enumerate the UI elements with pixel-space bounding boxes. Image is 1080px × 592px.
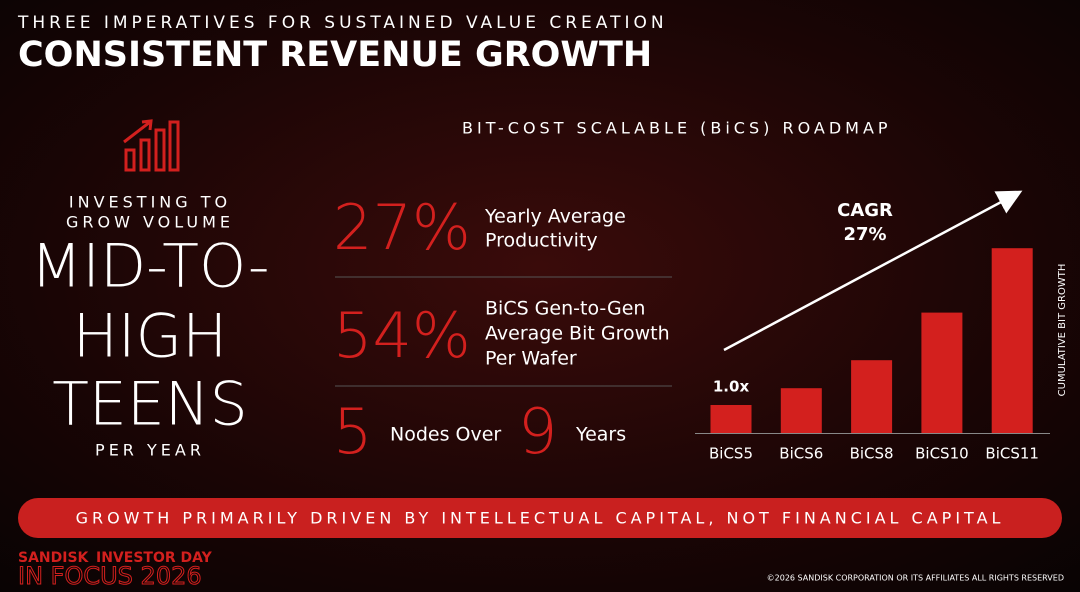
- banner-text: GROWTH PRIMARILY DRIVEN BY INTELLECTUAL …: [76, 509, 1005, 528]
- bar: [921, 312, 963, 433]
- growth-icon: [123, 119, 180, 172]
- bar: [851, 360, 893, 433]
- x-tick-label: BiCS6: [779, 445, 823, 463]
- bar: [780, 388, 822, 433]
- stat-text: Yearly Average: [484, 206, 626, 228]
- data-label: 1.0x: [713, 378, 750, 396]
- stat-text: BiCS Gen-to-Gen: [485, 298, 645, 320]
- roadmap-title: BIT-COST SCALABLE (BiCS) ROADMAP: [462, 119, 892, 138]
- event: INVESTOR DAY: [96, 550, 213, 566]
- x-tick-label: BiCS8: [850, 445, 894, 463]
- x-tick-label: BiCS5: [709, 445, 753, 463]
- stat-text: Productivity: [485, 230, 598, 252]
- years-count: 9: [518, 395, 557, 468]
- node-label: Nodes Over: [390, 424, 501, 446]
- lead: INVESTING TO: [69, 193, 231, 212]
- annotation: CAGR: [837, 200, 893, 221]
- stat-text: Average Bit Growth: [485, 323, 670, 345]
- y-axis-label: CUMULATIVE BIT GROWTH: [1057, 264, 1068, 397]
- years-label: Years: [575, 424, 626, 446]
- x-tick-label: BiCS10: [915, 445, 969, 463]
- lead: GROW VOLUME: [66, 213, 234, 232]
- node-count: 5: [333, 395, 372, 468]
- headline: HIGH: [73, 302, 227, 372]
- headline: MID-TO-: [30, 232, 269, 302]
- headline: TEENS: [52, 370, 247, 440]
- bar: [710, 405, 752, 433]
- stat-value: 27%: [333, 191, 471, 264]
- kicker: THREE IMPERATIVES FOR SUSTAINED VALUE CR…: [17, 13, 668, 33]
- x-tick-label: BiCS11: [985, 445, 1039, 463]
- brand: SANDISK: [18, 550, 90, 566]
- bar-chart: CAGR 27% CUMULATIVE BIT GROWTH BiCS5 1.0x…: [695, 190, 1068, 463]
- annotation: 27%: [843, 224, 886, 245]
- stat-value: 54%: [333, 299, 471, 372]
- title: CONSISTENT REVENUE GROWTH: [18, 35, 652, 75]
- copyright: ©2026 SANDISK CORPORATION OR ITS AFFILIA…: [767, 574, 1064, 583]
- banner: [18, 498, 1062, 538]
- stat-text: Per Wafer: [485, 348, 577, 370]
- tagline: IN FOCUS 2026: [18, 562, 202, 590]
- tail: PER YEAR: [95, 441, 205, 460]
- bar: [991, 248, 1033, 433]
- cagr-arrow: [723, 190, 1023, 352]
